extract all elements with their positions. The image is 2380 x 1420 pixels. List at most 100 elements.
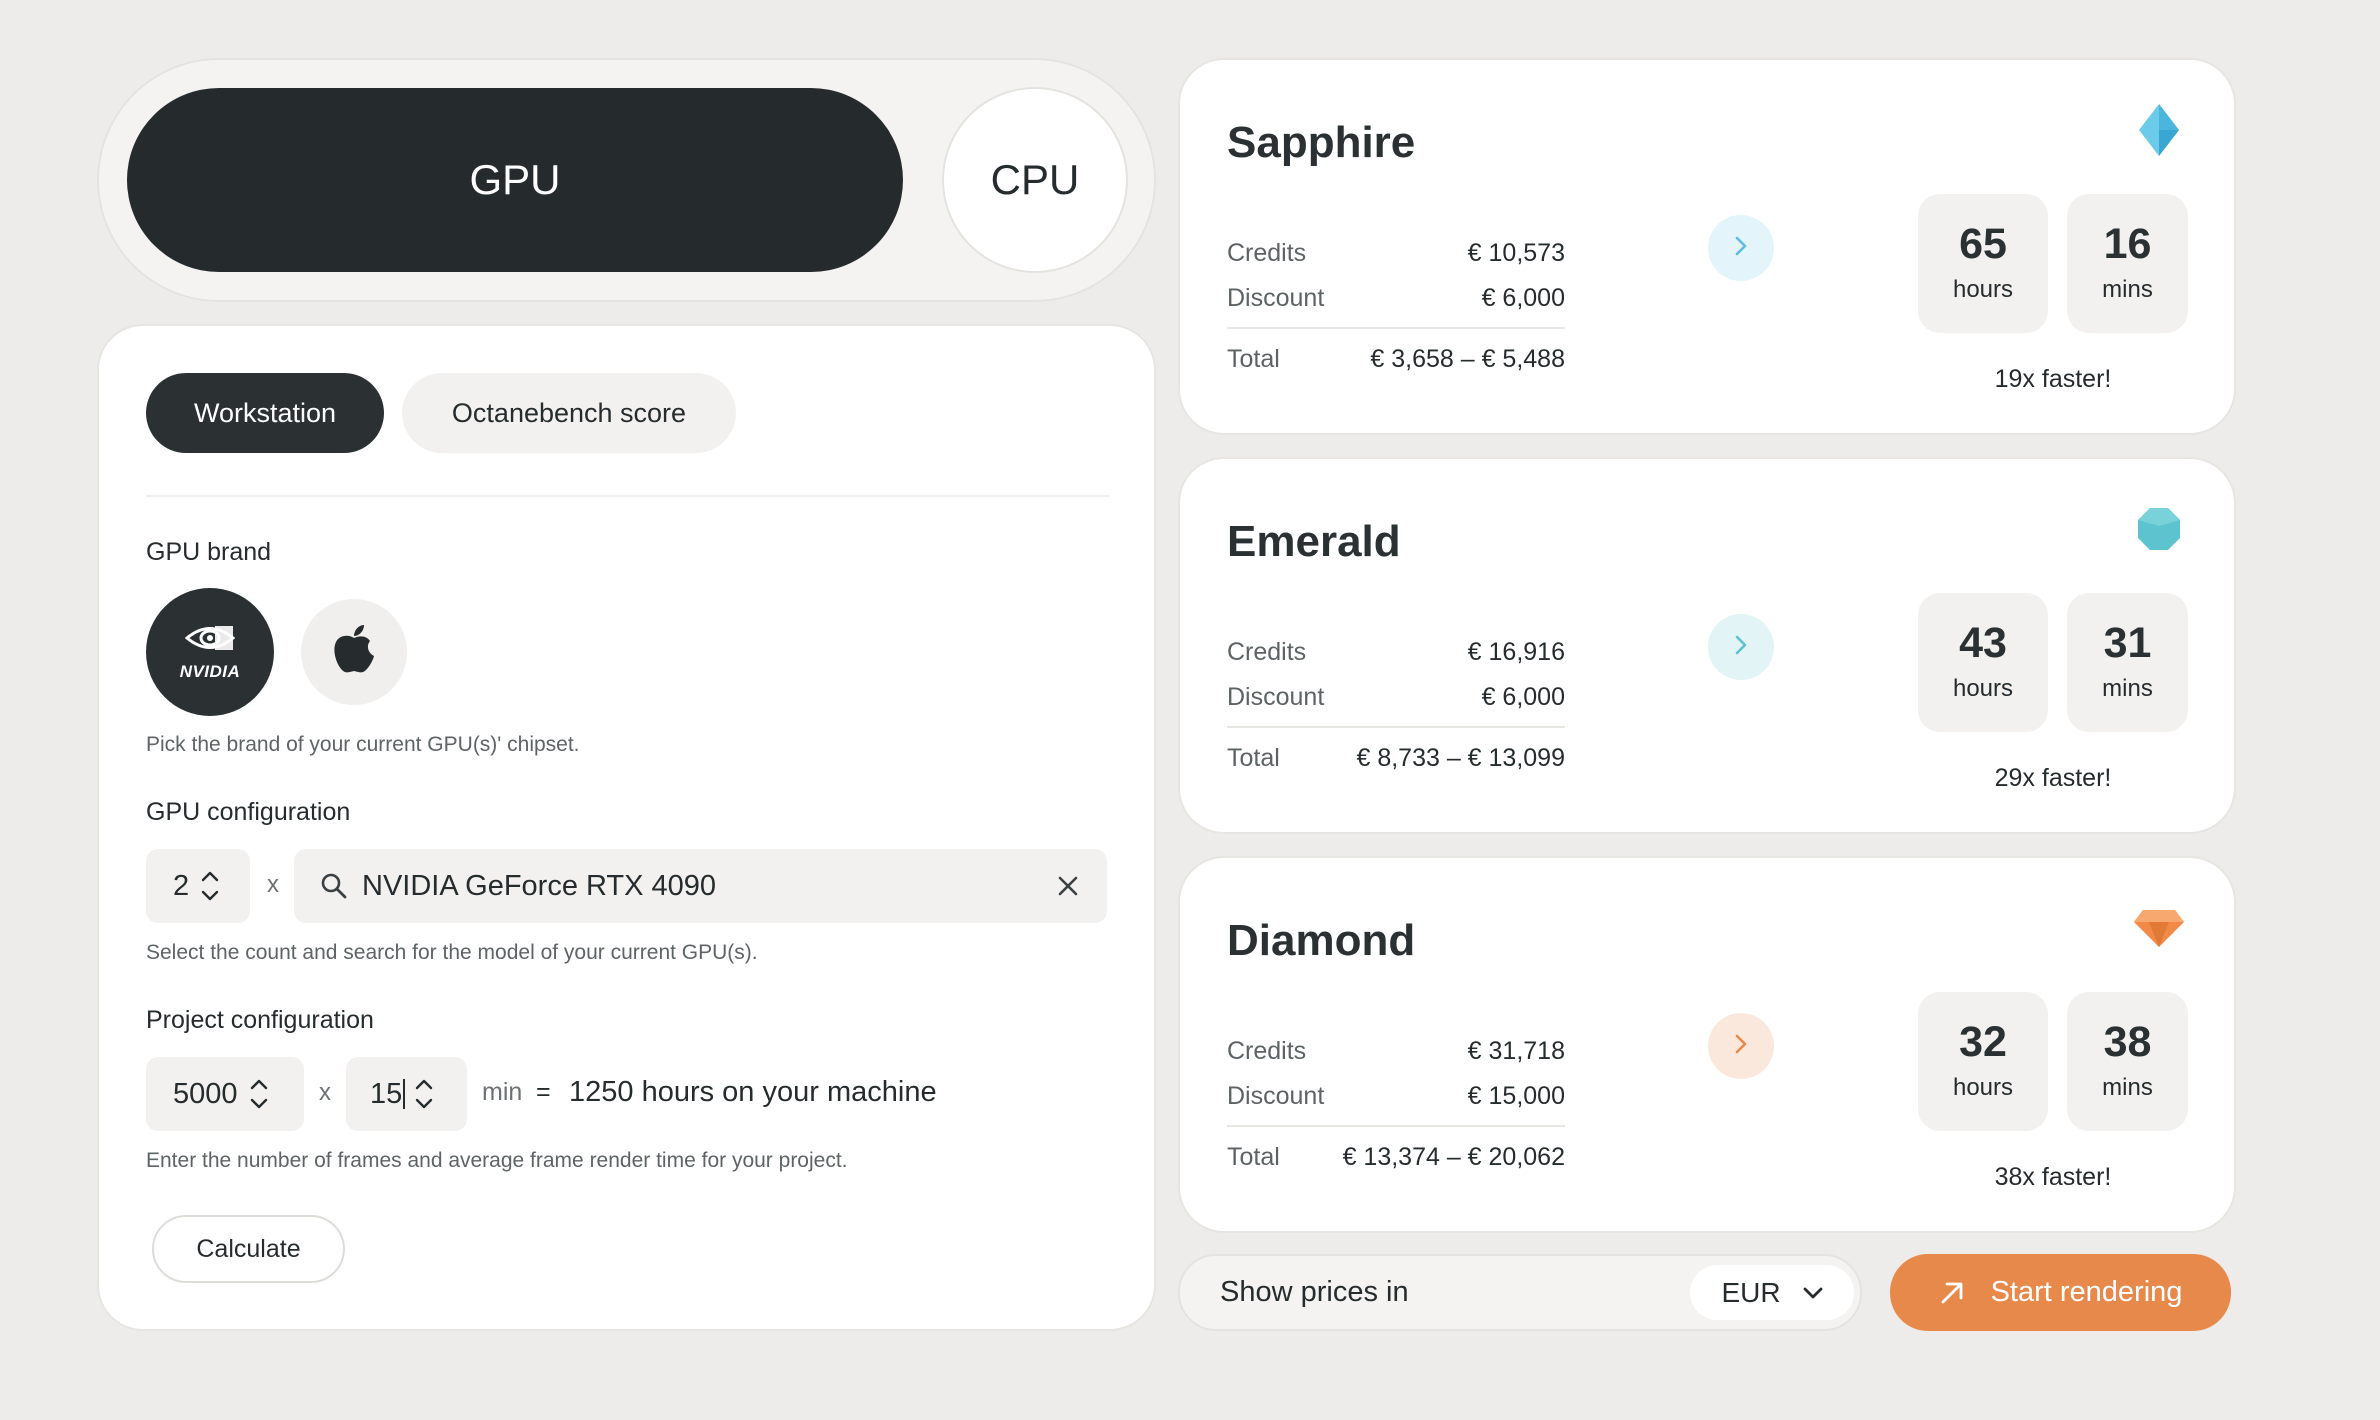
credits-label: Credits (1227, 638, 1307, 666)
gpu-count-value: 2 (173, 869, 190, 902)
credits-label: Credits (1227, 239, 1307, 267)
gpu-count-stepper[interactable]: 2 (146, 849, 250, 923)
discount-label: Discount (1227, 1082, 1325, 1110)
frame-count-value: 5000 (173, 1077, 238, 1110)
divider (1227, 1125, 1565, 1127)
mins-label: mins (2102, 276, 2153, 303)
times-symbol: x (319, 1079, 331, 1106)
total-label: Total (1227, 1143, 1280, 1171)
total-label: Total (1227, 744, 1280, 772)
chevron-right-icon (1734, 235, 1748, 262)
credits-row: Credits € 16,916 (1227, 638, 1565, 667)
gpu-configuration-helper: Select the count and search for the mode… (146, 941, 758, 964)
render-time-result: 1250 hours on your machine (569, 1076, 937, 1108)
tab-octanebench-score[interactable]: Octanebench score (402, 373, 736, 453)
discount-row: Discount € 6,000 (1227, 683, 1565, 712)
plan-name: Sapphire (1227, 118, 1416, 167)
arrow-up-right-icon (1939, 1280, 1965, 1306)
total-row: Total € 13,374 – € 20,062 (1227, 1143, 1565, 1172)
plan-details-button[interactable] (1708, 215, 1774, 281)
sapphire-gem-icon (2131, 102, 2187, 158)
discount-value: € 6,000 (1481, 683, 1565, 711)
stepper-arrows-icon[interactable] (415, 1079, 433, 1109)
credits-value: € 16,916 (1467, 638, 1565, 666)
speedup-text: 38x faster! (1994, 1163, 2112, 1191)
mins-value: 16 (2103, 220, 2152, 268)
plan-card-diamond: Diamond Credits € 31,718 Discount € 15,0… (1178, 856, 2236, 1233)
gpu-model-search-input[interactable]: NVIDIA GeForce RTX 4090 (294, 849, 1107, 923)
calculate-button[interactable]: Calculate (152, 1215, 345, 1283)
project-configuration-label: Project configuration (146, 1006, 374, 1034)
stepper-arrows-icon[interactable] (201, 871, 219, 901)
apple-brand-button[interactable] (301, 599, 407, 705)
discount-row: Discount € 15,000 (1227, 1082, 1565, 1111)
total-value: € 13,374 – € 20,062 (1342, 1143, 1565, 1171)
plan-name: Emerald (1227, 517, 1401, 566)
currency-value: EUR (1721, 1276, 1781, 1308)
compute-mode-toggle: GPU CPU (97, 58, 1156, 302)
frame-count-stepper[interactable]: 5000 (146, 1057, 304, 1131)
gpu-brand-label: GPU brand (146, 538, 272, 566)
divider (1227, 726, 1565, 728)
total-value: € 8,733 – € 13,099 (1356, 744, 1565, 772)
divider (1227, 327, 1565, 329)
gpu-configuration-label: GPU configuration (146, 798, 351, 826)
configuration-card: Workstation Octanebench score GPU brand … (97, 324, 1156, 1331)
plan-details-button[interactable] (1708, 1013, 1774, 1079)
discount-label: Discount (1227, 683, 1325, 711)
total-label: Total (1227, 345, 1280, 373)
plan-card-sapphire: Sapphire Credits € 10,573 Discount € 6,0… (1178, 58, 2236, 435)
credits-row: Credits € 10,573 (1227, 239, 1565, 268)
hours-box: 43 hours (1918, 593, 2048, 732)
emerald-gem-icon (2131, 501, 2187, 557)
frame-minutes-value: 15 (370, 1077, 403, 1110)
currency-selector-bar: Show prices in EUR (1178, 1254, 1862, 1331)
total-row: Total € 3,658 – € 5,488 (1227, 345, 1565, 374)
plan-details-button[interactable] (1708, 614, 1774, 680)
tab-workstation[interactable]: Workstation (146, 373, 384, 453)
search-icon (320, 872, 348, 900)
clear-icon[interactable] (1057, 875, 1079, 897)
diamond-gem-icon (2131, 900, 2187, 956)
hours-label: hours (1952, 675, 2014, 702)
hours-value: 43 (1959, 619, 2007, 667)
credits-label: Credits (1227, 1037, 1307, 1065)
hours-label: hours (1952, 1074, 2014, 1101)
credits-value: € 10,573 (1467, 239, 1565, 267)
divider (146, 495, 1109, 497)
gpu-model-search-value: NVIDIA GeForce RTX 4090 (362, 869, 717, 902)
currency-label: Show prices in (1220, 1276, 1409, 1308)
nvidia-brand-button[interactable]: NVIDIA (146, 588, 274, 716)
discount-value: € 15,000 (1467, 1082, 1565, 1110)
cpu-mode-button[interactable]: CPU (942, 87, 1128, 273)
chevron-right-icon (1734, 1033, 1748, 1060)
start-rendering-label: Start rendering (1990, 1276, 2183, 1308)
gpu-brand-helper: Pick the brand of your current GPU(s)' c… (146, 733, 580, 756)
start-rendering-button[interactable]: Start rendering (1890, 1254, 2231, 1331)
total-row: Total € 8,733 – € 13,099 (1227, 744, 1565, 773)
mins-box: 38 mins (2067, 992, 2188, 1131)
credits-value: € 31,718 (1467, 1037, 1565, 1065)
hours-box: 32 hours (1918, 992, 2048, 1131)
total-value: € 3,658 – € 5,488 (1370, 345, 1565, 373)
nvidia-wordmark: NVIDIA (179, 661, 241, 681)
mins-box: 16 mins (2067, 194, 2188, 333)
gpu-mode-button[interactable]: GPU (127, 88, 903, 272)
plan-name: Diamond (1227, 916, 1416, 965)
mins-value: 31 (2103, 619, 2152, 667)
mins-label: mins (2102, 675, 2153, 702)
speedup-text: 29x faster! (1994, 764, 2112, 792)
stepper-arrows-icon[interactable] (250, 1079, 268, 1109)
discount-value: € 6,000 (1481, 284, 1565, 312)
minutes-unit: min (482, 1078, 523, 1106)
discount-row: Discount € 6,000 (1227, 284, 1565, 313)
hours-value: 32 (1959, 1018, 2007, 1066)
mins-box: 31 mins (2067, 593, 2188, 732)
nvidia-logo-icon (184, 623, 236, 658)
hours-label: hours (1952, 276, 2014, 303)
project-configuration-helper: Enter the number of frames and average f… (146, 1149, 848, 1172)
credits-row: Credits € 31,718 (1227, 1037, 1565, 1066)
frame-minutes-stepper[interactable]: 15 (346, 1057, 467, 1131)
currency-dropdown[interactable]: EUR (1690, 1265, 1854, 1320)
chevron-right-icon (1734, 634, 1748, 661)
